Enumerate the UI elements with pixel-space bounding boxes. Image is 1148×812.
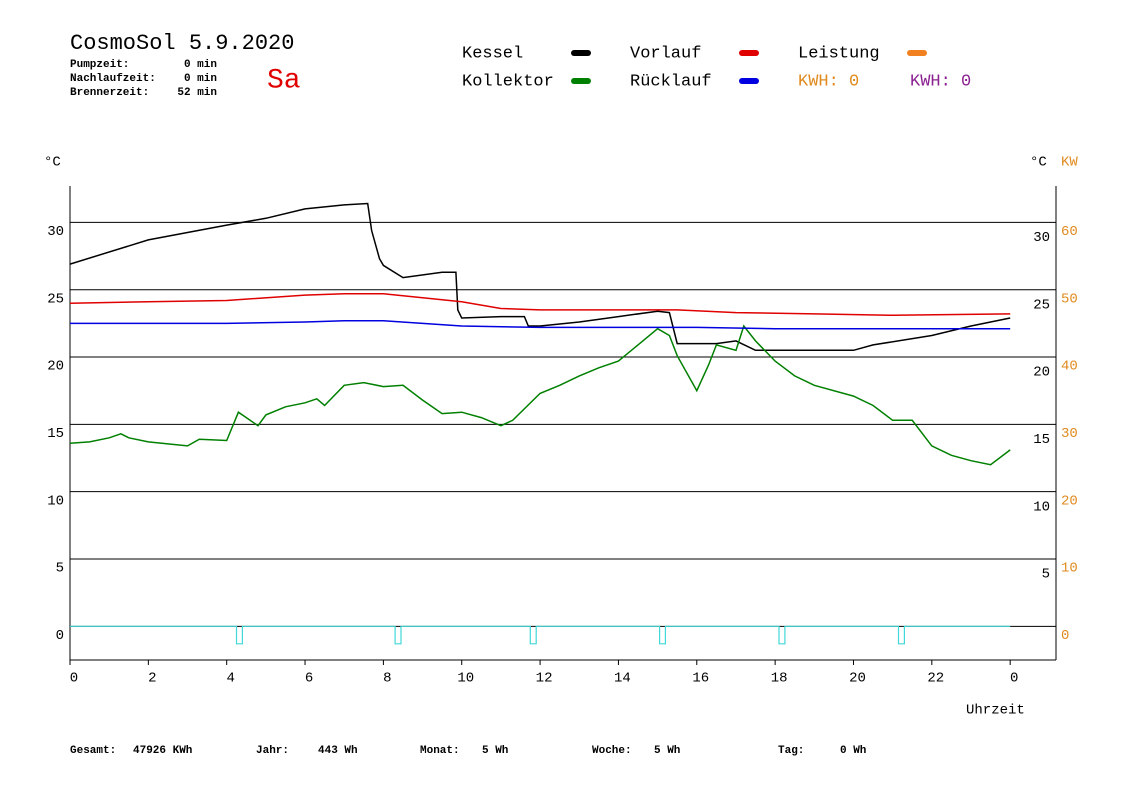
legend-label: Leistung [798, 44, 880, 63]
kwh-label: KWH: 0 [910, 72, 971, 91]
series-line [69, 292, 1011, 317]
x-tick-label: 0 [70, 671, 78, 687]
stat-value: 0 min [184, 73, 217, 85]
series-line [69, 324, 1011, 466]
y2-tick-label: 30 [1061, 426, 1078, 442]
y-tick-label: 25 [47, 291, 64, 307]
stat-label: Pumpzeit: [70, 59, 129, 71]
legend-label: Rücklauf [630, 72, 712, 91]
y-tick-label: 20 [47, 359, 64, 375]
y-tick-label: 5 [56, 561, 64, 577]
total-value: 0 Wh [840, 745, 866, 757]
y2-tick-label: 20 [1061, 493, 1078, 509]
x-tick-label: 2 [148, 671, 156, 687]
y-tick-label-right: 25 [1033, 297, 1050, 313]
y-tick-label-right: 20 [1033, 365, 1050, 381]
total-label: Gesamt: [70, 745, 116, 757]
total-value: 47926 KWh [133, 745, 192, 757]
chart-title: CosmoSol 5.9.2020 [70, 31, 294, 56]
x-tick-label: 18 [771, 671, 788, 687]
y-unit-right: °C [1030, 155, 1047, 171]
total-value: 5 Wh [654, 745, 680, 757]
x-tick-label: 6 [305, 671, 313, 687]
y-tick-label: 10 [47, 493, 64, 509]
y2-unit: KW [1061, 155, 1078, 171]
x-tick-label: 4 [226, 671, 234, 687]
x-tick-label: 20 [849, 671, 866, 687]
total-value: 5 Wh [482, 745, 508, 757]
legend-label: Kollektor [462, 72, 554, 91]
series-line [69, 202, 1011, 352]
stat-label: Nachlaufzeit: [70, 73, 156, 85]
y2-tick-label: 0 [1061, 628, 1069, 644]
total-label: Monat: [420, 745, 460, 757]
y2-tick-label: 40 [1061, 359, 1078, 375]
stat-value: 52 min [177, 87, 217, 99]
x-tick-label: 0 [1010, 671, 1018, 687]
y-tick-label: 30 [47, 224, 64, 240]
y-tick-label-right: 5 [1042, 567, 1050, 583]
legend-label: Kessel [462, 44, 523, 63]
y-tick-label-right: 15 [1033, 432, 1050, 448]
total-label: Woche: [592, 745, 632, 757]
y-tick-label: 0 [56, 628, 64, 644]
y-tick-label-right: 10 [1033, 499, 1050, 515]
y2-tick-label: 10 [1061, 561, 1078, 577]
series-line [70, 319, 1011, 330]
x-tick-label: 14 [614, 671, 631, 687]
total-value: 443 Wh [318, 745, 358, 757]
x-tick-label: 22 [927, 671, 944, 687]
stat-label: Brennerzeit: [70, 87, 149, 99]
y-unit: °C [44, 155, 61, 171]
total-label: Jahr: [256, 745, 289, 757]
stat-value: 0 min [184, 59, 217, 71]
x-tick-label: 16 [692, 671, 709, 687]
x-tick-label: 12 [536, 671, 553, 687]
x-tick-label: 10 [457, 671, 474, 687]
kwh-label: KWH: 0 [798, 72, 859, 91]
series-line [70, 625, 1011, 645]
x-axis-label: Uhrzeit [966, 703, 1025, 719]
y-tick-label: 15 [47, 426, 64, 442]
legend-label: Vorlauf [630, 44, 701, 63]
day: Sa [267, 65, 301, 96]
y-tick-label-right: 30 [1033, 230, 1050, 246]
y2-tick-label: 50 [1061, 291, 1078, 307]
total-label: Tag: [778, 745, 804, 757]
x-tick-label: 8 [383, 671, 391, 687]
y2-tick-label: 60 [1061, 224, 1078, 240]
